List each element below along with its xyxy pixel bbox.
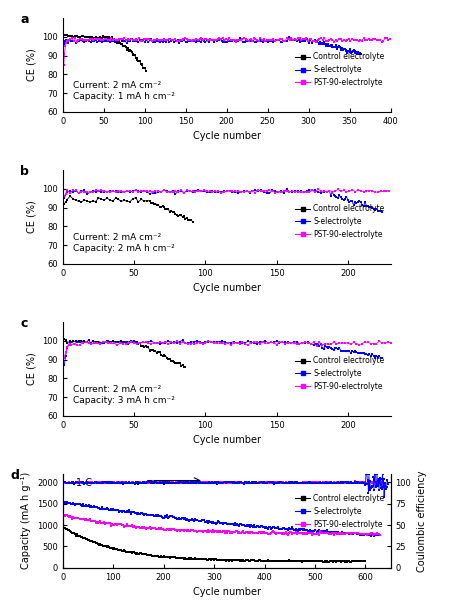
Text: 1 C: 1 C [76,478,92,488]
Text: b: b [20,165,29,178]
Y-axis label: Coulombic efficiency: Coulombic efficiency [417,470,427,571]
X-axis label: Cycle number: Cycle number [193,435,261,445]
Text: Current: 2 mA cm⁻²
Capacity: 1 mA h cm⁻²: Current: 2 mA cm⁻² Capacity: 1 mA h cm⁻² [73,82,175,101]
Legend: Control electrolyte, S-electrolyte, PST-90-electrolyte: Control electrolyte, S-electrolyte, PST-… [293,492,387,531]
Y-axis label: CE (%): CE (%) [26,49,37,82]
Text: a: a [20,13,29,27]
Text: Current: 2 mA cm⁻²
Capacity: 2 mA h cm⁻²: Current: 2 mA cm⁻² Capacity: 2 mA h cm⁻² [73,233,175,252]
Text: Current: 2 mA cm⁻²
Capacity: 3 mA h cm⁻²: Current: 2 mA cm⁻² Capacity: 3 mA h cm⁻² [73,385,175,405]
Text: d: d [10,469,19,482]
Legend: Control electrolyte, S-electrolyte, PST-90-electrolyte: Control electrolyte, S-electrolyte, PST-… [293,354,387,393]
Text: c: c [20,317,28,330]
X-axis label: Cycle number: Cycle number [193,131,261,141]
Y-axis label: CE (%): CE (%) [26,353,37,385]
X-axis label: Cycle number: Cycle number [193,283,261,294]
Y-axis label: CE (%): CE (%) [26,201,37,233]
Legend: Control electrolyte, S-electrolyte, PST-90-electrolyte: Control electrolyte, S-electrolyte, PST-… [293,50,387,89]
Legend: Control electrolyte, S-electrolyte, PST-90-electrolyte: Control electrolyte, S-electrolyte, PST-… [293,202,387,241]
X-axis label: Cycle number: Cycle number [193,587,261,597]
Y-axis label: Capacity (mA h g⁻¹): Capacity (mA h g⁻¹) [22,472,31,570]
